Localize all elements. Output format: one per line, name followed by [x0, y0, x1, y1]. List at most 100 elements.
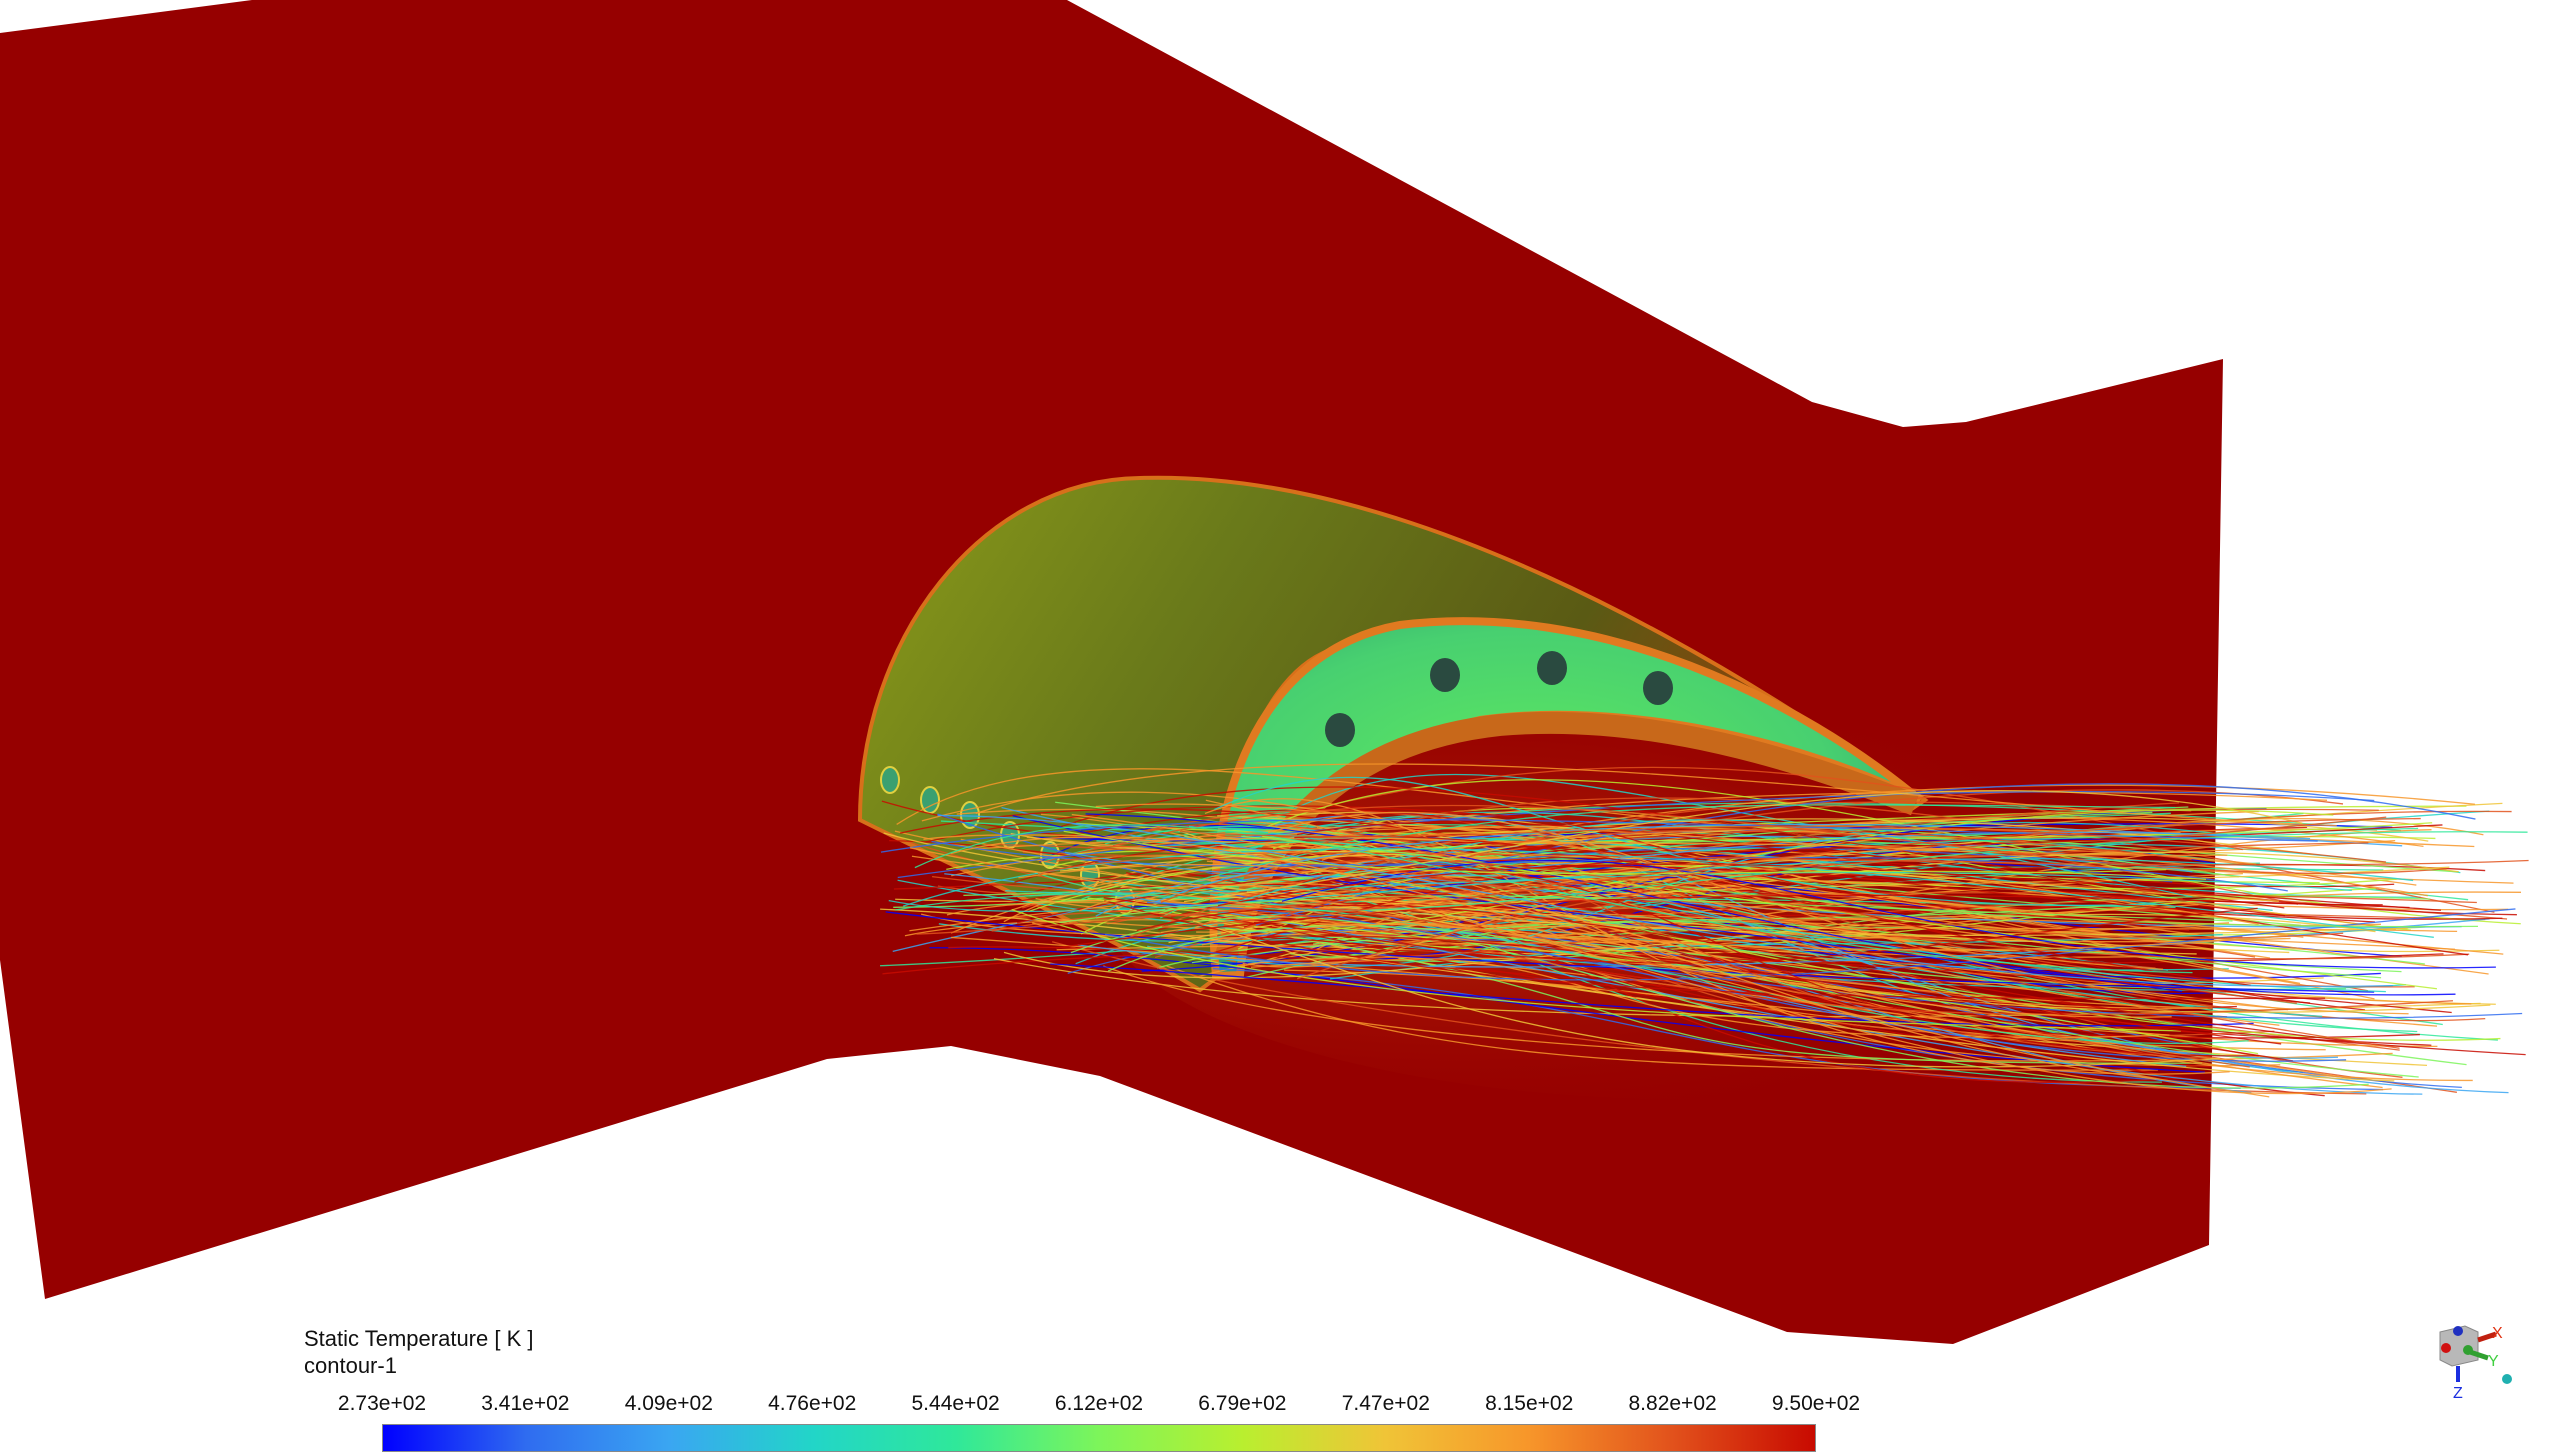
- streamline: [1201, 923, 2270, 1098]
- colorbar-tick-label: 6.12e+02: [1054, 1392, 1144, 1415]
- streamline: [1225, 809, 2334, 932]
- streamline: [1070, 916, 2369, 1089]
- dilution-hole: [880, 766, 900, 794]
- streamline: [975, 763, 2337, 827]
- x-axis-arrow: [2477, 1331, 2497, 1343]
- streamline: [1050, 963, 2254, 1027]
- liner-hole: [1325, 713, 1355, 747]
- legend-title: Static Temperature [ K ]: [304, 1326, 534, 1351]
- liner-hole: [1430, 658, 1460, 692]
- colorbar-tick-label: 8.15e+02: [1485, 1392, 1574, 1415]
- streamline: [1115, 810, 2259, 910]
- streamline: [880, 818, 2318, 853]
- streamline: [1104, 900, 2326, 1000]
- streamline: [1107, 925, 2419, 1078]
- liner-hole: [1643, 671, 1673, 705]
- streamline: [1294, 835, 2251, 987]
- streamline: [1103, 882, 2473, 1082]
- streamline: [1297, 821, 2469, 956]
- streamline: [1079, 884, 2392, 1095]
- streamline: [1266, 907, 2258, 964]
- y-axis-label: Y: [2488, 1353, 2499, 1370]
- streamline: [1085, 813, 2456, 996]
- streamline: [1191, 869, 2504, 955]
- z-axis-label: Z: [2453, 1385, 2463, 1402]
- streamline: [1317, 869, 2259, 1057]
- streamline: [1228, 903, 2250, 1068]
- streamline: [1154, 801, 2192, 959]
- triad-cube-red-dot: [2441, 1343, 2451, 1353]
- triad-origin-sphere: [2502, 1374, 2512, 1384]
- streamline: [1179, 825, 2387, 863]
- dilution-hole: [920, 786, 940, 814]
- y-axis-arrow: [2469, 1349, 2489, 1361]
- colorbar-tick-label: 4.76e+02: [768, 1392, 857, 1415]
- streamline: [1255, 783, 2476, 926]
- streamline: [1010, 817, 2429, 854]
- streamline: [1263, 896, 2152, 917]
- streamline: [1316, 812, 2158, 925]
- streamline: [1166, 965, 2158, 1071]
- streamline: [937, 813, 2523, 1019]
- streamline: [888, 858, 2414, 912]
- streamline: [937, 814, 2393, 988]
- streamline: [1183, 789, 2303, 903]
- streamline: [902, 848, 2434, 938]
- streamline: [880, 908, 2395, 1082]
- streamline: [1136, 904, 2357, 1043]
- colorbar-tick-label: 7.47e+02: [1341, 1392, 1430, 1415]
- streamline: [1124, 828, 2192, 940]
- streamline: [1095, 803, 2381, 927]
- colorbar-tick-label: 3.41e+02: [481, 1392, 570, 1415]
- streamline: [1281, 859, 2496, 969]
- streamline: [916, 842, 2369, 935]
- streamline: [1222, 895, 2408, 937]
- streamline: [1059, 895, 2233, 924]
- streamline: [1267, 935, 2282, 1045]
- streamline: [1011, 909, 2182, 1032]
- streamline: [1288, 912, 2453, 1015]
- colorbar-ticks: 2.73e+02 3.41e+02 4.09e+02 4.76e+02 5.44e+02…: [338, 1392, 1860, 1418]
- streamline: [1155, 823, 2403, 903]
- streamline: [1217, 863, 2442, 911]
- streamline: [1063, 830, 2206, 880]
- triad-cube: [2439, 1325, 2479, 1367]
- colorbar-tick-label: 5.44e+02: [911, 1392, 1000, 1415]
- streamline: [1037, 857, 2400, 1049]
- streamline: [950, 836, 2172, 1018]
- colorbar-tick-label: 2.73e+02: [337, 1392, 427, 1415]
- streamlines: [879, 763, 2529, 1098]
- streamline: [1161, 817, 2421, 928]
- streamline: [977, 837, 2259, 925]
- liner-hole: [1537, 651, 1567, 685]
- streamline: [893, 865, 2285, 917]
- colorbar-tick-label: 4.09e+02: [624, 1392, 713, 1415]
- streamline: [897, 790, 2375, 879]
- streamline: [1160, 859, 2344, 939]
- streamline: [1242, 847, 2257, 968]
- legend-subtitle: contour-1: [304, 1353, 397, 1378]
- streamline: [1269, 825, 2428, 897]
- streamline: [1003, 913, 2376, 979]
- streamline: [1052, 941, 2367, 1095]
- streamline: [1193, 920, 2220, 1068]
- streamline: [1222, 773, 2155, 876]
- streamline: [1012, 815, 2183, 993]
- colorbar-tick-label: 9.50e+02: [1771, 1392, 1861, 1415]
- streamline: [1112, 804, 2447, 875]
- streamline: [1262, 831, 2528, 912]
- x-axis-label: X: [2492, 1325, 2503, 1342]
- streamline: [909, 847, 2288, 951]
- streamline: [1252, 846, 2184, 869]
- colorbar: [382, 1424, 1816, 1452]
- streamline: [1253, 826, 2228, 871]
- streamline: [1026, 836, 2375, 1000]
- streamline: [1018, 863, 2157, 1080]
- streamline: [951, 936, 2351, 1080]
- axis-triad[interactable]: X Y Z: [2430, 1320, 2530, 1420]
- streamline: [1191, 893, 2266, 964]
- streamline: [1267, 811, 2409, 1015]
- streamline: [1264, 779, 2521, 925]
- colorbar-tick-label: 6.79e+02: [1198, 1392, 1287, 1415]
